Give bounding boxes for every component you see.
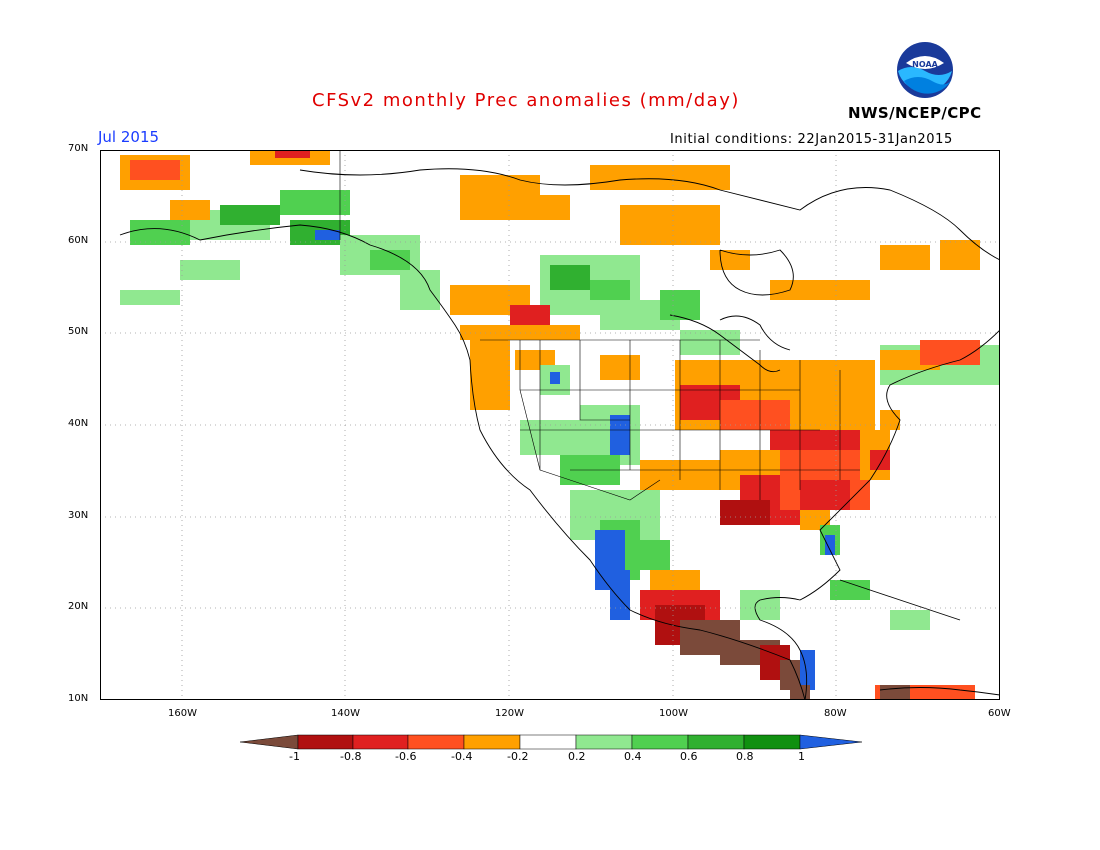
lat-label-60n: 60N [68, 235, 89, 246]
colorbar-label-06: 0.6 [680, 750, 698, 763]
lon-label-100w: 100W [659, 708, 688, 719]
lon-label-60w: 60W [988, 708, 1011, 719]
colorbar-label-neg1: -1 [289, 750, 300, 763]
noaa-logo: NOAA [897, 42, 953, 98]
map-title: CFSv2 monthly Prec anomalies (mm/day) [312, 90, 740, 111]
colorbar-label-neg04: -0.4 [451, 750, 473, 763]
mexico-central-america-region [570, 490, 975, 700]
colorbar-bin-08-1 [743, 734, 801, 750]
initial-conditions: Initial conditions: 22Jan2015-31Jan2015 [670, 132, 953, 147]
colorbar-bin-02-04 [575, 734, 633, 750]
graticule [100, 150, 1000, 700]
colorbar-bin-neg06-neg04 [407, 734, 465, 750]
lon-label-140w: 140W [331, 708, 360, 719]
logo-text: NOAA [912, 60, 938, 69]
forecast-month: Jul 2015 [98, 128, 160, 146]
colorbar-bin-neg04-neg02 [463, 734, 521, 750]
lat-label-10n: 10N [68, 693, 89, 704]
colorbar-bin-06-08 [687, 734, 745, 750]
anomaly-map [100, 150, 1000, 700]
lon-label-80w: 80W [824, 708, 847, 719]
lat-label-40n: 40N [68, 418, 89, 429]
colorbar-bin-neg08-neg06 [352, 734, 409, 750]
lon-label-120w: 120W [495, 708, 524, 719]
colorbar-label-neg02: -0.2 [507, 750, 529, 763]
colorbar-label-04: 0.4 [624, 750, 642, 763]
colorbar-label-neg06: -0.6 [395, 750, 417, 763]
borders [339, 150, 860, 501]
colorbar-label-neg08: -0.8 [340, 750, 362, 763]
colorbar-bin-04-06 [631, 734, 689, 750]
colorbar-bin-gt-1 [799, 734, 863, 750]
colorbar [240, 734, 863, 750]
lat-label-30n: 30N [68, 510, 89, 521]
colorbar-label-1: 1 [798, 750, 805, 763]
colorbar-label-02: 0.2 [568, 750, 586, 763]
lat-label-70n: 70N [68, 143, 89, 154]
lon-label-160w: 160W [168, 708, 197, 719]
lat-label-50n: 50N [68, 326, 89, 337]
coastlines [119, 168, 1000, 700]
lat-label-20n: 20N [68, 601, 89, 612]
colorbar-bin-neutral [519, 734, 577, 750]
colorbar-bin-neg1-neg08 [297, 734, 354, 750]
canadian-prairies-region [450, 255, 700, 340]
colorbar-bin-lt-neg1 [240, 734, 299, 750]
agency-label: NWS/NCEP/CPC [848, 104, 982, 122]
colorbar-label-08: 0.8 [736, 750, 754, 763]
